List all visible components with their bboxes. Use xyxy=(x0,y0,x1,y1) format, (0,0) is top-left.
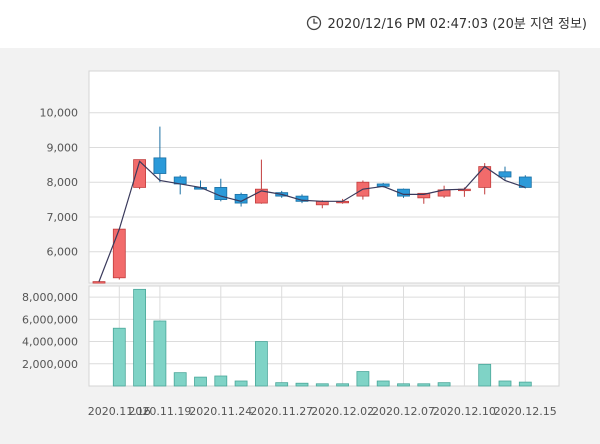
volume-bar xyxy=(133,288,147,387)
price-tick-label: 6,000 xyxy=(47,246,79,259)
volume-bar xyxy=(336,383,350,387)
volume-bar xyxy=(376,380,390,387)
volume-tick-label: 4,000,000 xyxy=(22,336,78,349)
volume-bar xyxy=(173,372,187,387)
candle-body xyxy=(112,228,126,279)
timestamp-text: 2020/12/16 PM 02:47:03 (20분 지연 정보) xyxy=(327,17,587,32)
volume-bar xyxy=(356,371,370,387)
x-tick-label: 2020.12.15 xyxy=(494,405,557,418)
volume-bar xyxy=(194,376,207,387)
volume-bar xyxy=(518,381,532,387)
volume-bar xyxy=(214,375,228,387)
x-tick-label: 2020.12.02 xyxy=(311,405,374,418)
volume-bar xyxy=(275,382,289,387)
x-tick-label: 2020.11.19 xyxy=(128,405,191,418)
x-tick-label: 2020.11.16 xyxy=(88,405,151,418)
candle-body xyxy=(133,159,147,188)
header: 2020/12/16 PM 02:47:03 (20분 지연 정보) xyxy=(0,0,600,48)
volume-bar xyxy=(234,380,248,387)
volume-bar xyxy=(417,383,431,387)
volume-bars xyxy=(112,288,532,387)
price-axis: 10,000 9,000 8,000 7,000 6,000 xyxy=(40,107,79,259)
volume-axis: 8,000,000 6,000,000 4,000,000 2,000,000 xyxy=(22,291,78,371)
volume-bar xyxy=(478,363,492,387)
candle-body xyxy=(92,281,106,284)
x-axis: 2020.11.162020.11.192020.11.242020.11.27… xyxy=(88,405,557,418)
chart-area: 10,000 9,000 8,000 7,000 6,000 8,000,000 6,00… xyxy=(0,48,600,444)
volume-tick-label: 6,000,000 xyxy=(22,313,78,326)
volume-bar xyxy=(254,341,268,387)
candle-body xyxy=(417,192,431,199)
volume-bar xyxy=(153,320,167,387)
moving-average-line xyxy=(98,160,526,282)
volume-bar xyxy=(397,383,410,387)
volume-tick-label: 2,000,000 xyxy=(22,358,78,371)
candle-body xyxy=(153,157,167,174)
x-tick-label: 2020.12.10 xyxy=(433,405,496,418)
price-tick-label: 8,000 xyxy=(47,176,79,189)
volume-bar xyxy=(112,327,126,387)
candle-body xyxy=(498,171,512,178)
moving-average xyxy=(98,160,526,282)
x-tick-label: 2020.11.24 xyxy=(189,405,252,418)
volume-bar xyxy=(498,380,512,387)
x-tick-label: 2020.11.27 xyxy=(250,405,313,418)
price-tick-label: 9,000 xyxy=(47,141,79,154)
clock-icon xyxy=(307,15,322,30)
volume-bar xyxy=(295,382,309,387)
timestamp: 2020/12/16 PM 02:47:03 (20분 지연 정보) xyxy=(306,13,587,32)
price-tick-label: 10,000 xyxy=(40,107,79,120)
volume-tick-label: 8,000,000 xyxy=(22,291,78,304)
price-tick-label: 7,000 xyxy=(47,211,79,224)
x-tick-label: 2020.12.07 xyxy=(372,405,435,418)
volume-bar xyxy=(315,383,329,387)
volume-grid xyxy=(89,286,559,386)
price-volume-chart: 10,000 9,000 8,000 7,000 6,000 8,000,000 6,00… xyxy=(22,70,560,418)
volume-bar xyxy=(437,382,451,387)
